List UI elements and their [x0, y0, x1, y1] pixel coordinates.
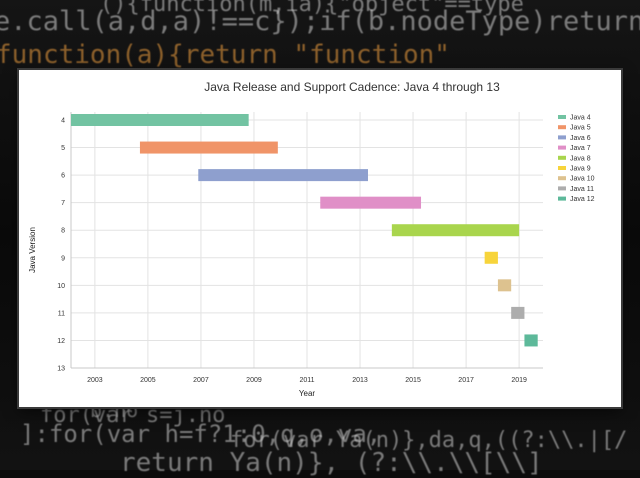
y-axis-title: Java Version: [28, 227, 37, 273]
bar-java-11: [511, 306, 525, 319]
legend-label-java-7: Java 7: [570, 145, 591, 152]
legend: Java 4 Java 5 Java 6 Java 7 Java 8 Java 9 Java…: [558, 115, 595, 203]
code-line: e.call(a,d,a)!==c});if(b.nodeType)return: [0, 6, 640, 37]
y-tick-label: 8: [61, 228, 65, 235]
y-tick-label: 4: [61, 118, 65, 125]
y-tick-labels: 4 5 6 7 8 9 10 11 12 13: [57, 118, 65, 373]
x-axis-title: Year: [299, 389, 316, 398]
code-line: for(var s=j.no: [40, 403, 226, 428]
y-tick-label: 6: [61, 173, 65, 180]
y-tick-label: 7: [61, 200, 65, 207]
bar-java-9: [484, 251, 498, 264]
legend-swatch-java-7: [558, 145, 566, 150]
y-tick-label: 13: [57, 366, 65, 373]
code-line: return Ya(n)}, (?:\\.\\[\\]: [120, 448, 543, 478]
code-line: for(var Ya(n)},da,q,((?:\\.|[/: [230, 428, 628, 453]
x-tick-label: 2019: [511, 377, 527, 384]
legend-swatch-java-5: [558, 125, 566, 130]
y-tick-label: 12: [57, 338, 65, 345]
legend-label-java-10: Java 10: [570, 176, 595, 183]
grid: [70, 112, 543, 369]
gantt-chart: Java Release and Support Cadence: Java 4…: [28, 80, 595, 398]
legend-swatch-java-6: [558, 135, 566, 140]
legend-label-java-5: Java 5: [570, 125, 591, 132]
y-tick-label: 11: [58, 310, 65, 317]
bar-java-8: [391, 224, 520, 237]
code-line: function(a){return "function": [0, 40, 450, 70]
bar-java-5: [139, 141, 278, 154]
code-line: ]:for(var h=f?1:0,q,o,va,: [20, 420, 382, 448]
x-tick-label: 2009: [246, 377, 262, 384]
chart-title: Java Release and Support Cadence: Java 4…: [204, 80, 500, 94]
legend-label-java-11: Java 11: [570, 186, 594, 193]
x-tick-label: 2003: [87, 377, 103, 384]
x-tick-label: 2017: [458, 377, 474, 384]
legend-label-java-6: Java 6: [570, 135, 591, 142]
legend-swatch-java-11: [558, 186, 566, 191]
legend-swatch-java-8: [558, 155, 566, 160]
y-tick-label: 10: [57, 283, 65, 290]
legend-label-java-4: Java 4: [570, 115, 591, 122]
x-tick-label: 2007: [193, 377, 209, 384]
legend-swatch-java-9: [558, 166, 566, 170]
legend-label-java-9: Java 9: [570, 166, 591, 173]
x-tick-label: 2011: [299, 377, 314, 384]
bar-java-12: [524, 334, 538, 347]
bar-java-7: [320, 196, 422, 209]
bar-java-6: [198, 169, 368, 182]
x-tick-label: 2013: [352, 377, 368, 384]
bar-java-10: [497, 279, 512, 292]
x-tick-label: 2015: [405, 377, 421, 384]
chart-card: Java Release and Support Cadence: Java 4…: [19, 70, 621, 407]
bar-java-4: [71, 114, 249, 126]
bars: [71, 114, 538, 347]
x-tick-label: 2005: [140, 377, 156, 384]
legend-swatch-java-10: [558, 176, 566, 181]
y-tick-label: 9: [61, 255, 65, 262]
code-line: (){function(m,ia){"object"==type: [100, 0, 524, 17]
y-tick-label: 5: [61, 145, 65, 152]
x-tick-labels: 2003 2005 2007 2009 2011 2013 2015 2017 2019: [87, 377, 527, 384]
legend-label-java-8: Java 8: [570, 155, 591, 162]
legend-swatch-java-12: [558, 196, 566, 201]
legend-swatch-java-4: [558, 115, 566, 119]
legend-label-java-12: Java 12: [570, 196, 595, 203]
